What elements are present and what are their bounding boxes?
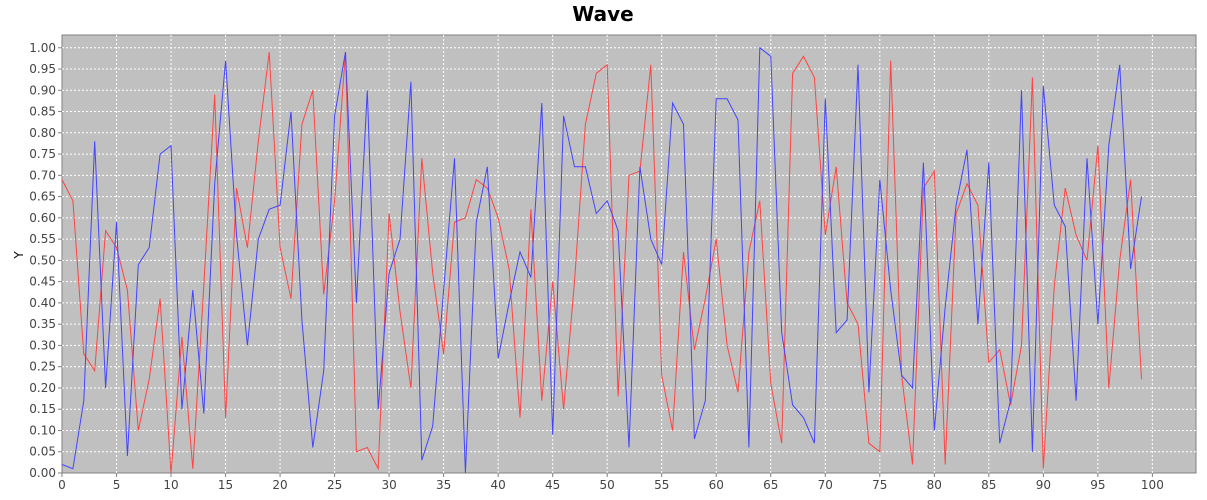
series-line-2 — [61, 46, 1142, 474]
x-tick-label: 10 — [163, 478, 178, 492]
y-tick-label: 0.65 — [29, 190, 56, 204]
y-tick-label: 0.45 — [29, 275, 56, 289]
y-tick-label: 0.80 — [29, 126, 56, 140]
x-tick-label: 100 — [1141, 478, 1164, 492]
x-tick-label: 30 — [381, 478, 396, 492]
y-tick-label: 0.85 — [29, 105, 56, 119]
x-tick-label: 35 — [436, 478, 451, 492]
y-tick-label: 0.40 — [29, 296, 56, 310]
y-tick-label: 0.95 — [29, 62, 56, 76]
y-tick-label: 0.55 — [29, 232, 56, 246]
y-tick-label: 0.75 — [29, 147, 56, 161]
x-tick-label: 25 — [327, 478, 342, 492]
y-tick-label: 0.70 — [29, 168, 56, 182]
x-tick-label: 60 — [709, 478, 724, 492]
x-tick-label: 40 — [491, 478, 506, 492]
x-tick-label: 65 — [763, 478, 778, 492]
y-tick-label: 0.10 — [29, 423, 56, 437]
x-tick-label: 20 — [272, 478, 287, 492]
x-tick-label: 90 — [1036, 478, 1051, 492]
y-tick-label: 0.30 — [29, 338, 56, 352]
plot-area — [61, 34, 1197, 474]
axes: 0.00 0.05 0.10 0.15 0.20 0.25 0.30 0.35 0.40 0.45… — [29, 41, 1164, 492]
x-tick-label: 55 — [654, 478, 669, 492]
x-tick-label: 75 — [872, 478, 887, 492]
x-tick-label: 45 — [545, 478, 560, 492]
series-layer — [61, 46, 1142, 474]
x-tick-label: 5 — [113, 478, 121, 492]
x-tick-label: 0 — [58, 478, 66, 492]
y-tick-label: 0.60 — [29, 211, 56, 225]
y-tick-label: 0.25 — [29, 360, 56, 374]
y-tick-label: 0.15 — [29, 402, 56, 416]
x-tick-label: 70 — [818, 478, 833, 492]
x-tick-label: 95 — [1090, 478, 1105, 492]
y-tick-label: 0.00 — [29, 466, 56, 480]
grid — [62, 35, 1196, 473]
series-line-1 — [61, 51, 1142, 474]
x-tick-label: 15 — [218, 478, 233, 492]
y-tick-label: 0.05 — [29, 445, 56, 459]
x-tick-label: 85 — [981, 478, 996, 492]
y-axis-label: Y — [12, 251, 26, 260]
x-tick-label: 80 — [927, 478, 942, 492]
y-tick-label: 0.20 — [29, 381, 56, 395]
chart-title: Wave — [572, 2, 633, 26]
y-tick-label: 0.90 — [29, 83, 56, 97]
y-tick-label: 0.50 — [29, 253, 56, 267]
x-tick-label: 50 — [600, 478, 615, 492]
y-tick-label: 1.00 — [29, 41, 56, 55]
y-tick-label: 0.35 — [29, 317, 56, 331]
